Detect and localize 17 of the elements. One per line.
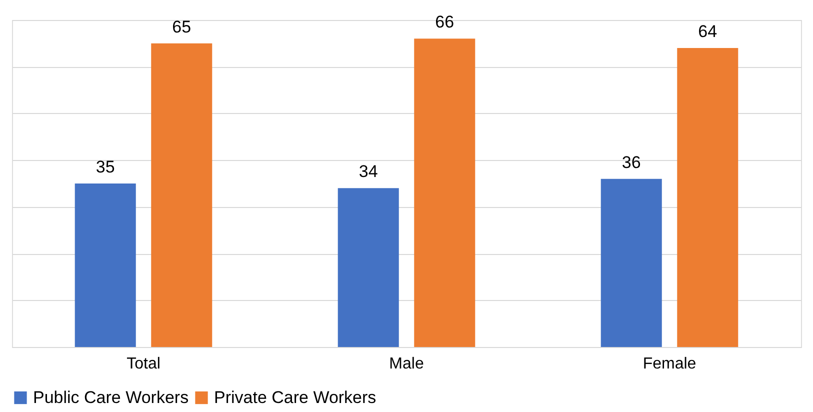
- bar: [677, 48, 738, 347]
- data-label: 34: [358, 162, 378, 182]
- data-label: 66: [435, 12, 454, 32]
- data-label: 36: [622, 152, 641, 172]
- bar: [600, 178, 662, 347]
- x-tick-label: Total: [126, 356, 160, 372]
- bar: [74, 184, 136, 347]
- bar: [414, 38, 476, 347]
- data-label: 35: [96, 158, 115, 176]
- legend-label: Public Care Workers: [33, 388, 189, 407]
- bar: [338, 188, 399, 347]
- x-tick-label: Male: [389, 356, 424, 372]
- x-tick-label: Female: [642, 356, 696, 372]
- legend-label: Private Care Workers: [214, 388, 376, 407]
- bar: [151, 43, 212, 347]
- data-label: 64: [698, 22, 718, 42]
- data-label: 65: [172, 17, 192, 36]
